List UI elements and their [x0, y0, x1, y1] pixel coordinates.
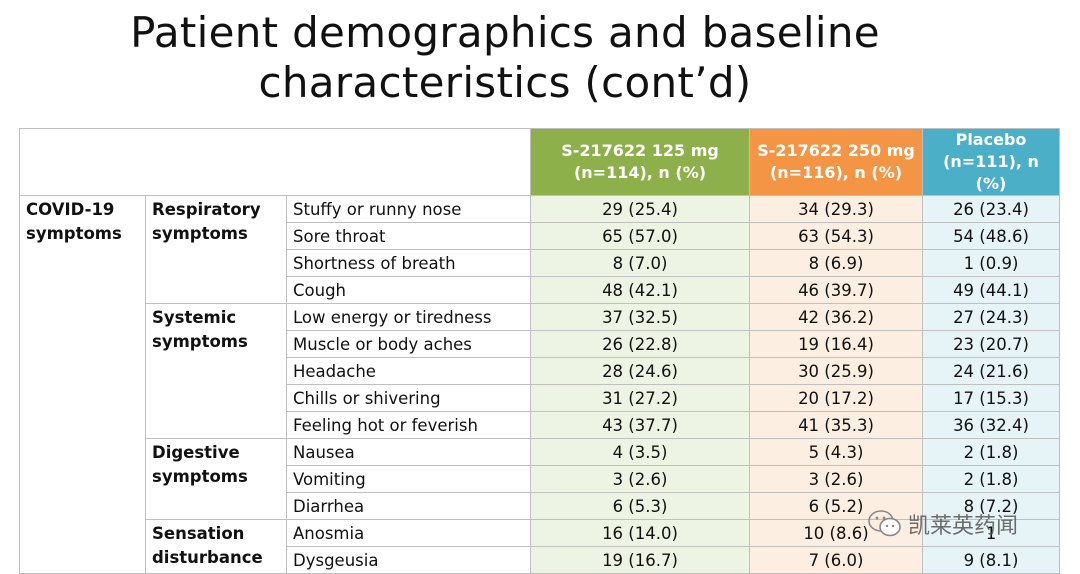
table-row: Sensation disturbance Anosmia 16 (14.0) 10 … [20, 519, 1060, 574]
value-cell-placebo: 24 (21.6) [922, 357, 1060, 385]
table-row: Cough 48 (42.1) 46 (39.7) 49 (44.1) [20, 276, 1060, 304]
table-row: COVID-19 symptoms Respiratory symptoms Stu… [19, 195, 1060, 574]
symptom-cell: Shortness of breath [286, 249, 531, 277]
value-cell-placebo: 36 (32.4) [922, 411, 1060, 439]
symptom-cell: Muscle or body aches [286, 330, 531, 358]
value-cell-placebo: 49 (44.1) [922, 276, 1060, 304]
symptom-group-cell: Digestive symptoms [145, 438, 287, 520]
table-header-row: S-217622 125 mg (n=114), n (%) S-217622 … [19, 128, 1060, 196]
value-cell-125mg: 26 (22.8) [530, 330, 750, 358]
value-cell-placebo: 1 [922, 519, 1060, 547]
symptom-group-cell: Respiratory symptoms [145, 195, 287, 304]
value-cell-125mg: 6 (5.3) [530, 492, 750, 520]
symptom-cell: Stuffy or runny nose [286, 195, 531, 223]
value-cell-placebo: 27 (24.3) [922, 303, 1060, 331]
value-cell-125mg: 8 (7.0) [530, 249, 750, 277]
value-cell-125mg: 4 (3.5) [530, 438, 750, 466]
value-cell-125mg: 19 (16.7) [530, 546, 750, 574]
value-cell-placebo: 17 (15.3) [922, 384, 1060, 412]
value-cell-250mg: 20 (17.2) [749, 384, 923, 412]
symptom-cell: Sore throat [286, 222, 531, 250]
value-cell-250mg: 19 (16.4) [749, 330, 923, 358]
value-cell-125mg: 28 (24.6) [530, 357, 750, 385]
value-cell-125mg: 37 (32.5) [530, 303, 750, 331]
header-placebo: Placebo (n=111), n (%) [922, 128, 1060, 196]
value-cell-250mg: 34 (29.3) [749, 195, 923, 223]
symptom-group-cell: Systemic symptoms [145, 303, 287, 439]
value-cell-125mg: 29 (25.4) [530, 195, 750, 223]
value-cell-250mg: 41 (35.3) [749, 411, 923, 439]
table-row: Feeling hot or feverish 43 (37.7) 41 (35.3… [20, 411, 1060, 439]
title-line-1: Patient demographics and baseline [130, 8, 880, 57]
table-row: Vomiting 3 (2.6) 3 (2.6) 2 (1.8) [20, 465, 1060, 493]
symptom-cell: Vomiting [286, 465, 531, 493]
value-cell-250mg: 7 (6.0) [749, 546, 923, 574]
value-cell-250mg: 63 (54.3) [749, 222, 923, 250]
symptom-cell: Cough [286, 276, 531, 304]
value-cell-250mg: 30 (25.9) [749, 357, 923, 385]
value-cell-placebo: 2 (1.8) [922, 465, 1060, 493]
value-cell-250mg: 42 (36.2) [749, 303, 923, 331]
symptom-cell: Anosmia [286, 519, 531, 547]
value-cell-125mg: 31 (27.2) [530, 384, 750, 412]
table-row: Systemic symptoms Low energy or tiredness… [20, 303, 1060, 439]
value-cell-250mg: 46 (39.7) [749, 276, 923, 304]
symptom-cell: Nausea [286, 438, 531, 466]
title-line-2: characteristics (cont’d) [258, 58, 752, 107]
header-blank-cell [19, 128, 531, 196]
symptom-group-cell: Sensation disturbance [145, 519, 287, 574]
value-cell-250mg: 8 (6.9) [749, 249, 923, 277]
value-cell-placebo: 54 (48.6) [922, 222, 1060, 250]
value-cell-125mg: 43 (37.7) [530, 411, 750, 439]
symptom-cell: Diarrhea [286, 492, 531, 520]
value-cell-placebo: 9 (8.1) [922, 546, 1060, 574]
value-cell-125mg: 65 (57.0) [530, 222, 750, 250]
table-row: Digestive symptoms Nausea 4 (3.5) 5 (4.3) 2 … [20, 438, 1060, 520]
value-cell-125mg: 48 (42.1) [530, 276, 750, 304]
table-row: Diarrhea 6 (5.3) 6 (5.2) 8 (7.2) [20, 492, 1060, 520]
symptom-cell: Headache [286, 357, 531, 385]
page-title: Patient demographics and baseline charac… [0, 8, 1010, 108]
value-cell-placebo: 8 (7.2) [922, 492, 1060, 520]
header-s217622-250mg: S-217622 250 mg (n=116), n (%) [749, 128, 923, 196]
table-row: Sore throat 65 (57.0) 63 (54.3) 54 (48.6) [20, 222, 1060, 250]
value-cell-placebo: 1 (0.9) [922, 249, 1060, 277]
watermark: 凯莱英药闻 [868, 506, 1018, 542]
wechat-icon [868, 509, 902, 539]
value-cell-placebo: 23 (20.7) [922, 330, 1060, 358]
category-cell: COVID-19 symptoms [19, 195, 146, 574]
value-cell-125mg: 16 (14.0) [530, 519, 750, 547]
symptom-cell: Low energy or tiredness [286, 303, 531, 331]
symptom-cell: Feeling hot or feverish [286, 411, 531, 439]
value-cell-placebo: 2 (1.8) [922, 438, 1060, 466]
symptom-cell: Dysgeusia [286, 546, 531, 574]
value-cell-125mg: 3 (2.6) [530, 465, 750, 493]
watermark-text: 凯莱英药闻 [908, 514, 1019, 539]
value-cell-placebo: 26 (23.4) [922, 195, 1060, 223]
value-cell-250mg: 5 (4.3) [749, 438, 923, 466]
table-row: Dysgeusia 19 (16.7) 7 (6.0) 9 (8.1) [20, 546, 1060, 574]
value-cell-250mg: 3 (2.6) [749, 465, 923, 493]
symptoms-table: S-217622 125 mg (n=114), n (%) S-217622 … [19, 128, 1060, 574]
header-s217622-125mg: S-217622 125 mg (n=114), n (%) [530, 128, 750, 196]
symptom-cell: Chills or shivering [286, 384, 531, 412]
